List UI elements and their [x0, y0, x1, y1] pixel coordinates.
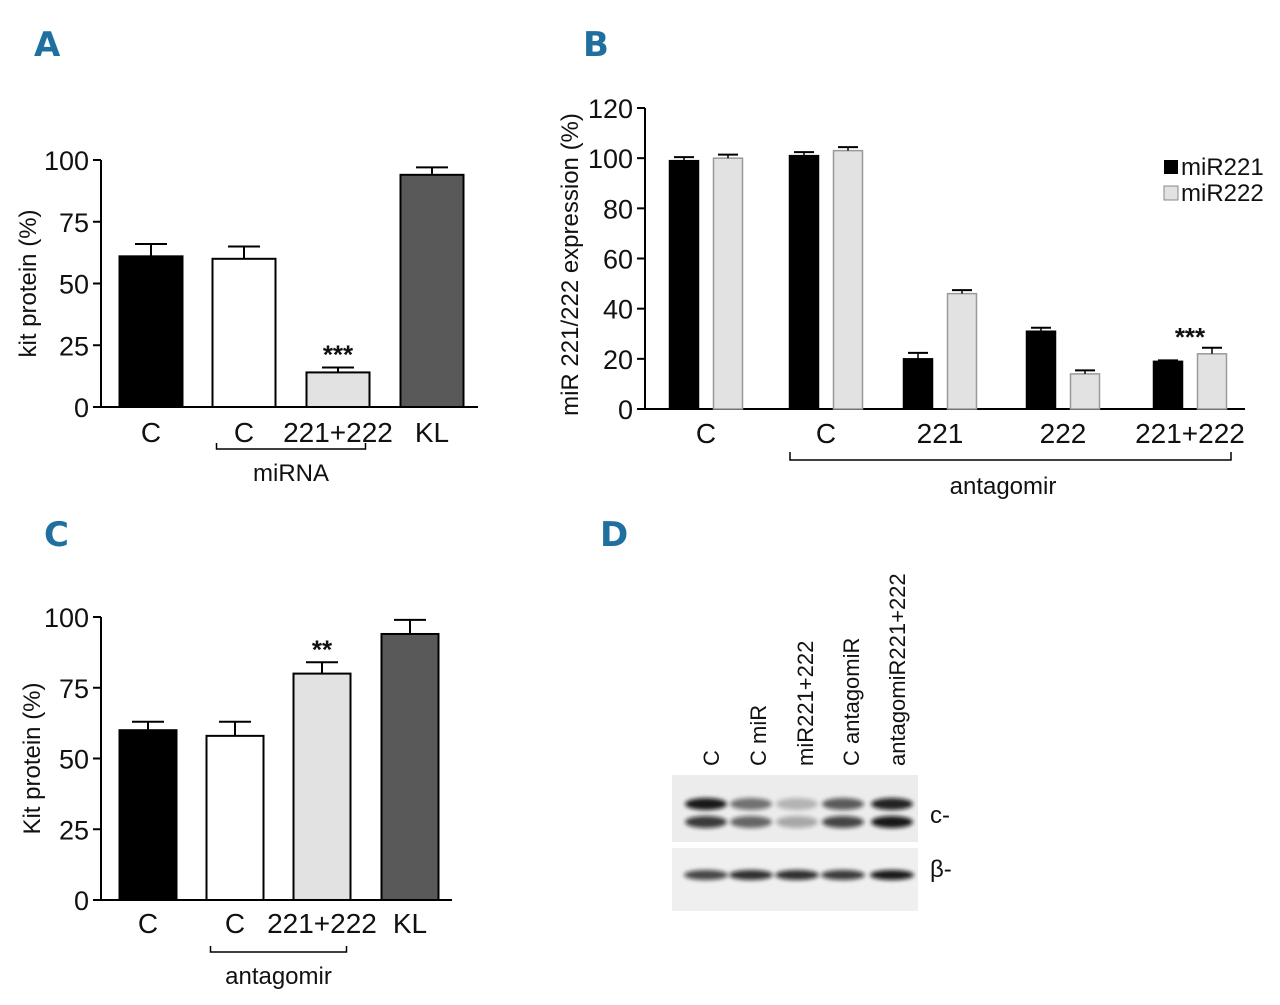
category-label: C: [138, 908, 158, 939]
category-label: C: [141, 417, 161, 448]
y-tick-label: 100: [44, 603, 89, 633]
bar: [118, 255, 184, 408]
group-label: antagomir: [950, 473, 1057, 500]
kit-band-lower: [822, 816, 864, 828]
y-tick-label: 0: [74, 393, 89, 423]
bar-miR222: [946, 292, 978, 410]
lane-label: C antagomiR: [839, 638, 864, 766]
y-tick-label: 60: [603, 245, 633, 275]
group-label: antagomir: [225, 963, 332, 990]
category-label: 221: [917, 418, 964, 449]
chart-a: 0 25 50 75 100 kit protein (%) C C 221+222 *** KL m…: [15, 146, 478, 487]
bar-miR221: [788, 154, 820, 410]
blot-row-label-kit: c-: [930, 802, 950, 829]
bar: [399, 173, 465, 408]
bar: [205, 734, 265, 901]
bar-miR221: [1152, 360, 1184, 410]
kit-band-lower: [730, 816, 772, 828]
kit-band-upper: [685, 798, 727, 810]
panel-letter-a: A: [34, 25, 61, 65]
panel-letter-c: C: [44, 515, 69, 555]
y-tick-label: 50: [59, 745, 89, 775]
y-axis-title: Kit protein (%): [19, 682, 46, 834]
bar: [118, 729, 178, 902]
y-axis-title: miR 221/222 expression (%): [557, 113, 584, 416]
category-label: 222: [1040, 418, 1087, 449]
western-blot: C C miR miR221+222 C antagomiR antagomiR221+…: [672, 573, 952, 911]
bar-miR221: [668, 159, 700, 410]
bar-miR222: [1196, 353, 1228, 410]
kit-band-lower: [776, 816, 818, 828]
panel-letter-d: D: [600, 515, 628, 555]
significance-marker: ***: [323, 339, 354, 369]
y-tick-label: 75: [59, 674, 89, 704]
bar: [211, 257, 277, 408]
chart-c: 0 25 50 75 100 Kit protein (%) C C 221+222 ** KL an…: [19, 603, 452, 990]
actin-band: [775, 870, 819, 880]
category-label: C: [234, 417, 254, 448]
group-bracket: [209, 946, 348, 953]
category-label: C: [816, 418, 836, 449]
group-bracket: [789, 452, 1232, 461]
kit-band-lower: [685, 816, 727, 828]
y-tick-label: 25: [59, 815, 89, 845]
lane-label: C miR: [746, 705, 771, 766]
significance-marker: **: [312, 634, 333, 664]
category-label: 221+222: [1135, 418, 1245, 449]
y-tick-label: 25: [59, 331, 89, 361]
kit-band-lower: [871, 816, 913, 828]
significance-marker: ***: [1175, 322, 1206, 352]
actin-band: [870, 870, 914, 880]
kit-band-upper: [822, 798, 864, 810]
category-label: KL: [415, 417, 449, 448]
y-tick-label: 20: [603, 345, 633, 375]
y-tick-label: 75: [59, 208, 89, 238]
blot-row-label-actin: β-: [930, 856, 952, 883]
y-tick-label: 100: [588, 144, 633, 174]
y-tick-label: 40: [603, 295, 633, 325]
legend-label-miR222: miR222: [1181, 180, 1264, 207]
group-label: miRNA: [253, 460, 329, 487]
actin-band: [729, 870, 773, 880]
lane-label: C: [699, 750, 724, 766]
y-axis-title: kit protein (%): [15, 209, 42, 357]
actin-band: [684, 870, 728, 880]
y-tick-label: 0: [618, 395, 633, 425]
y-tick-label: 50: [59, 270, 89, 300]
category-label: 221+222: [283, 417, 393, 448]
y-tick-label: 80: [603, 194, 633, 224]
actin-band: [821, 870, 865, 880]
group-bracket: [215, 443, 367, 450]
legend-label-miR221: miR221: [1181, 154, 1264, 181]
kit-band-upper: [776, 798, 818, 810]
category-label: C: [225, 908, 245, 939]
y-tick-label: 100: [44, 146, 89, 176]
bar-miR221: [902, 358, 934, 410]
panel-letter-b: B: [583, 25, 609, 65]
y-tick-label: 120: [588, 94, 633, 124]
category-label: C: [696, 418, 716, 449]
bar-miR222: [712, 157, 744, 410]
lane-label: antagomiR221+222: [885, 573, 910, 766]
kit-band-upper: [871, 798, 913, 810]
bar: [305, 371, 371, 409]
category-label: KL: [393, 908, 427, 939]
bar-miR222: [1069, 373, 1101, 410]
legend-swatch-miR221: [1164, 160, 1178, 174]
kit-band-upper: [730, 798, 772, 810]
lane-label: miR221+222: [793, 641, 818, 766]
category-label: 221+222: [267, 908, 377, 939]
bar-miR221: [1025, 330, 1057, 410]
legend-swatch-miR222: [1163, 185, 1179, 201]
bar: [380, 632, 440, 901]
bar: [292, 672, 352, 901]
bar-miR222: [832, 149, 864, 410]
y-tick-label: 0: [74, 886, 89, 916]
